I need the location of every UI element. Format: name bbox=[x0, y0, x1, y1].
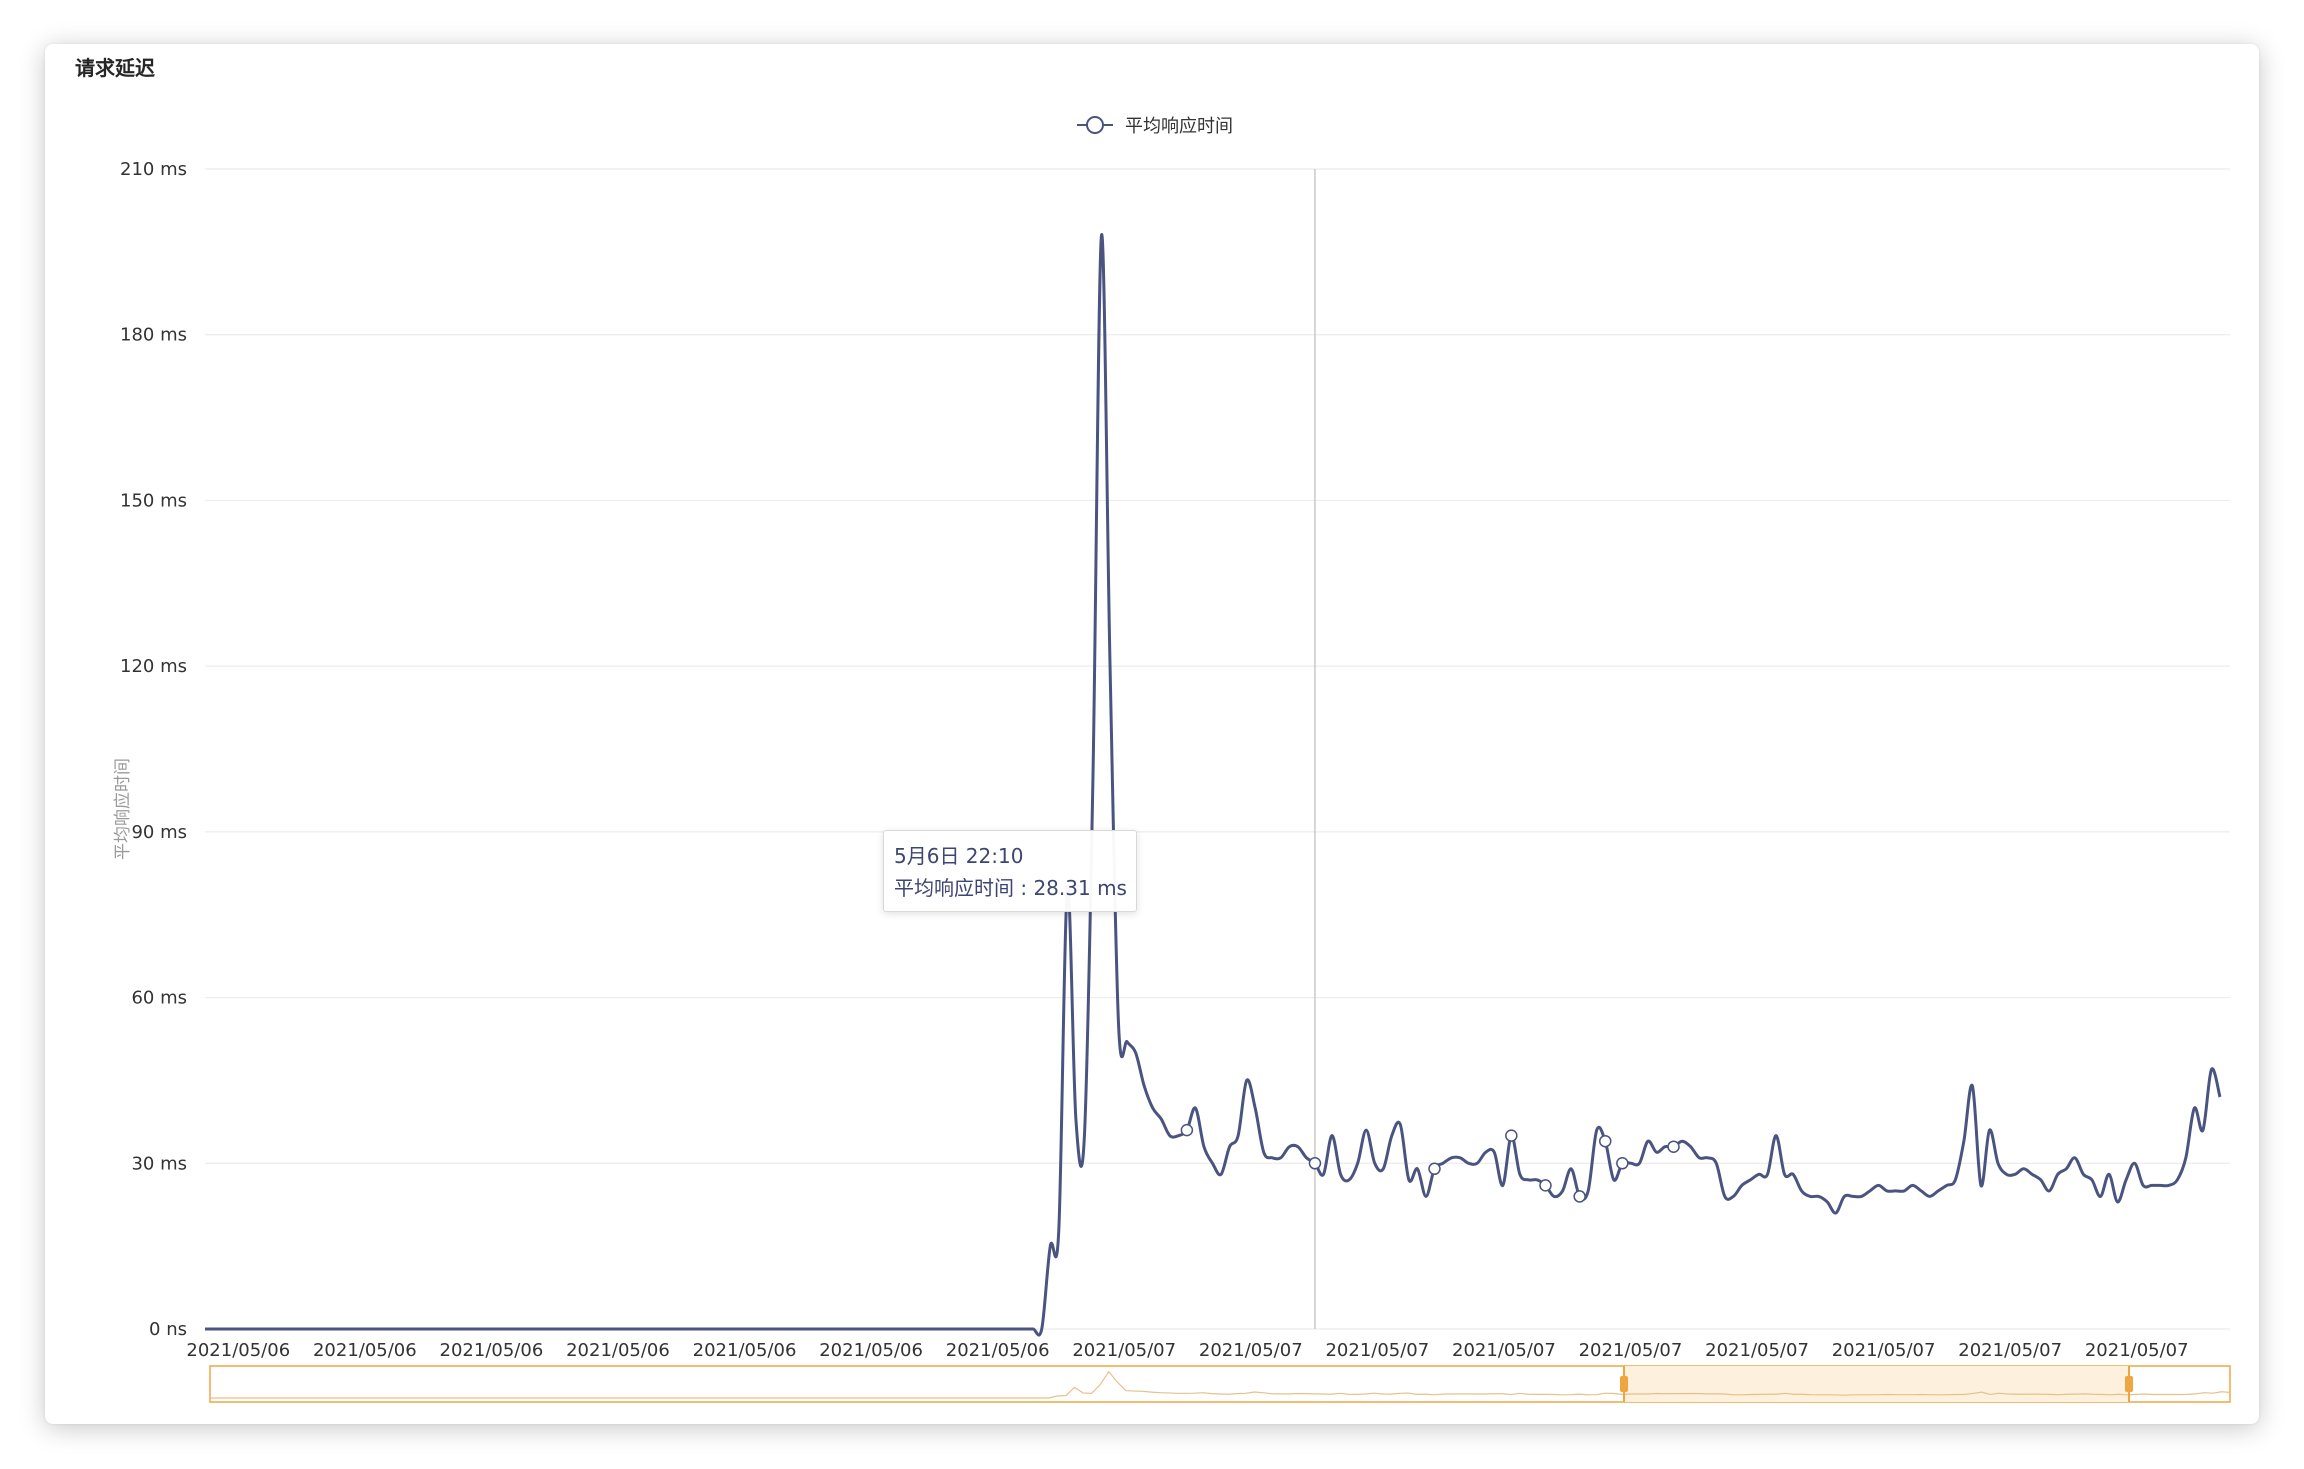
y-tick-label: 60 ms bbox=[131, 988, 187, 1009]
y-tick-label: 210 ms bbox=[120, 159, 187, 180]
slider-handle-left[interactable] bbox=[1620, 1376, 1628, 1392]
x-tick-label: 2021/05/07 bbox=[1199, 1340, 1303, 1361]
legend-label: 平均响应时间 bbox=[1125, 116, 1233, 137]
x-tick-label: 2021/05/06 bbox=[313, 1340, 417, 1361]
data-point bbox=[1616, 1157, 1629, 1170]
x-tick-label: 2021/05/06 bbox=[186, 1340, 290, 1361]
x-tick-label: 2021/05/07 bbox=[1958, 1340, 2062, 1361]
tooltip-value-row: 平均响应时间 : 28.31 ms bbox=[894, 876, 1127, 900]
latency-line-chart[interactable]: 0 ns 30 ms 60 ms 90 ms 120 ms 150 ms 180 ms 210… bbox=[45, 44, 2259, 1424]
data-point bbox=[1573, 1190, 1586, 1203]
data-point bbox=[1180, 1123, 1194, 1137]
data-point bbox=[1505, 1129, 1518, 1142]
x-tick-label: 2021/05/06 bbox=[566, 1340, 670, 1361]
y-tick-label: 150 ms bbox=[120, 490, 187, 511]
y-tick-label: 180 ms bbox=[120, 325, 187, 346]
tooltip-series-name: 平均响应时间 bbox=[894, 876, 1014, 900]
y-tick-label: 120 ms bbox=[120, 656, 187, 677]
tooltip-value: 28.31 ms bbox=[1033, 876, 1127, 900]
x-tick-label: 2021/05/07 bbox=[1452, 1340, 1556, 1361]
x-tick-label: 2021/05/07 bbox=[1072, 1340, 1176, 1361]
panel-title: 请求延迟 bbox=[75, 56, 155, 80]
x-tick-label: 2021/05/07 bbox=[1705, 1340, 1809, 1361]
data-point bbox=[1667, 1140, 1680, 1153]
x-tick-label: 2021/05/06 bbox=[693, 1340, 797, 1361]
chart-panel: 请求延迟 0 ns 30 ms 60 ms 90 ms 120 ms 150 ms 180 … bbox=[45, 44, 2259, 1424]
data-point bbox=[1599, 1134, 1612, 1148]
data-point bbox=[1308, 1157, 1322, 1170]
legend-marker bbox=[1086, 116, 1104, 134]
tooltip-time: 5月6日 22:10 bbox=[894, 844, 1024, 868]
x-tick-label: 2021/05/07 bbox=[2085, 1340, 2189, 1361]
series-line bbox=[204, 233, 2222, 1337]
x-tick-label: 2021/05/07 bbox=[1832, 1340, 1936, 1361]
chart-tooltip: 5月6日 22:10 平均响应时间 : 28.31 ms bbox=[883, 830, 1137, 912]
y-axis-title: 平均响应时间 bbox=[113, 758, 133, 860]
slider-handle-right[interactable] bbox=[2125, 1376, 2133, 1392]
x-tick-label: 2021/05/06 bbox=[946, 1340, 1050, 1361]
y-tick-label: 90 ms bbox=[131, 822, 187, 843]
y-tick-label: 30 ms bbox=[131, 1153, 187, 1174]
data-point bbox=[1428, 1162, 1441, 1176]
x-tick-label: 2021/05/07 bbox=[1325, 1340, 1429, 1361]
y-tick-label: 0 ns bbox=[149, 1319, 187, 1340]
x-tick-label: 2021/05/06 bbox=[440, 1340, 544, 1361]
slider-window bbox=[1624, 1366, 2129, 1402]
data-point bbox=[1539, 1179, 1552, 1192]
slider-mini-line bbox=[210, 1370, 2231, 1399]
x-tick-label: 2021/05/06 bbox=[819, 1340, 923, 1361]
x-tick-label: 2021/05/07 bbox=[1579, 1340, 1683, 1361]
